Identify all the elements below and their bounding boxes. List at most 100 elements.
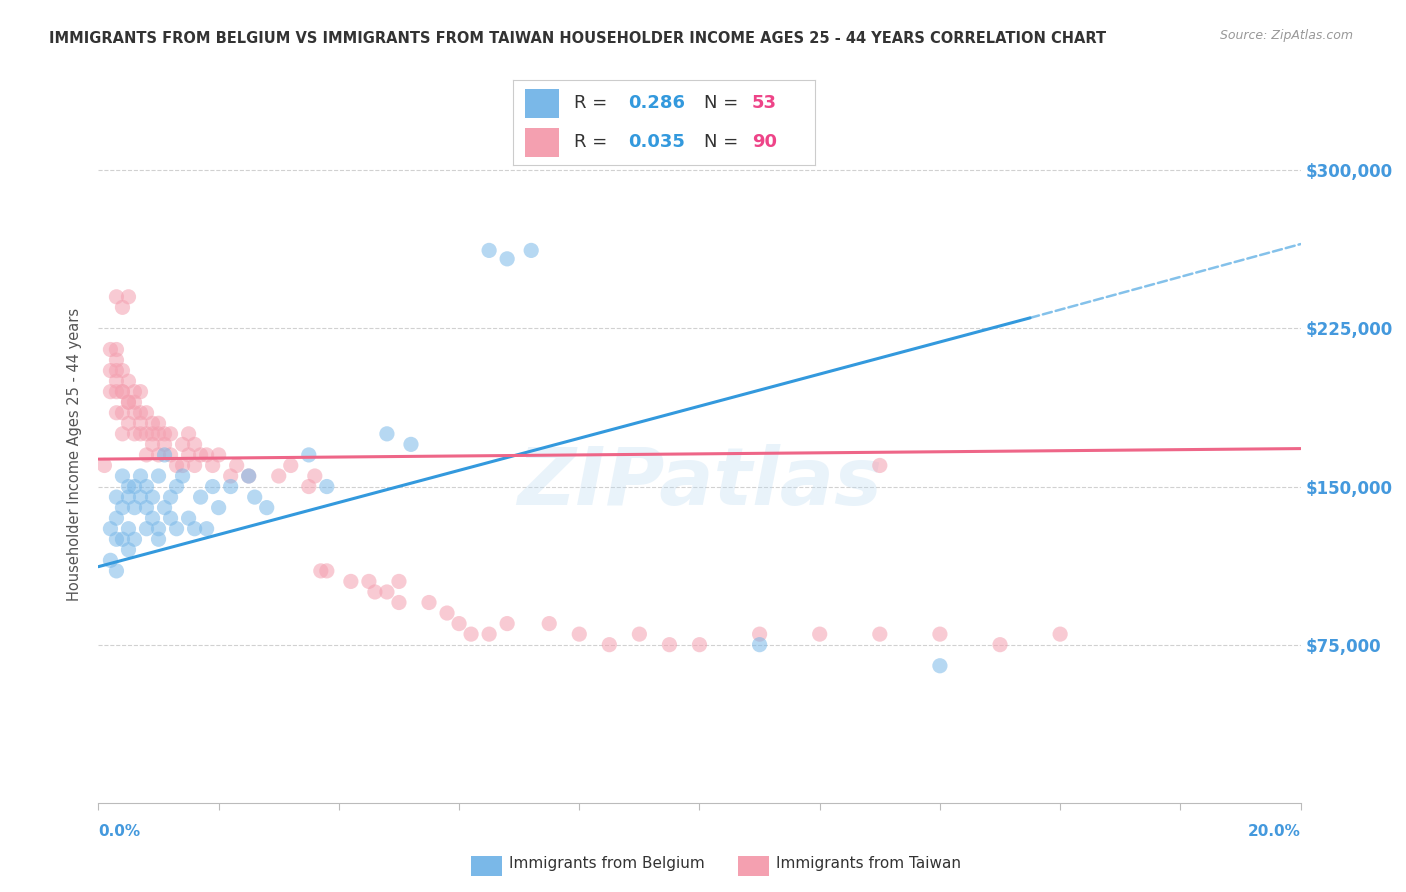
Point <box>243 490 266 504</box>
Point <box>135 500 157 515</box>
Point <box>111 384 134 399</box>
Point <box>100 553 122 567</box>
Point <box>496 252 519 266</box>
Point <box>267 469 290 483</box>
Point <box>375 585 398 599</box>
Point <box>298 448 321 462</box>
Point <box>159 426 181 441</box>
Point <box>153 448 176 462</box>
Point <box>105 343 128 357</box>
Point <box>689 638 711 652</box>
Point <box>100 522 122 536</box>
Point <box>117 395 139 409</box>
Point <box>148 522 170 536</box>
Point <box>375 426 398 441</box>
Point <box>304 469 326 483</box>
Point <box>177 511 200 525</box>
Point <box>748 638 770 652</box>
Point <box>190 448 212 462</box>
Point <box>141 437 163 451</box>
Point <box>135 479 157 493</box>
Point <box>447 616 470 631</box>
Point <box>225 458 247 473</box>
Text: 0.286: 0.286 <box>628 95 685 112</box>
Point <box>1049 627 1071 641</box>
Point <box>159 490 181 504</box>
Point <box>177 426 200 441</box>
Point <box>183 437 205 451</box>
Point <box>208 448 231 462</box>
Point <box>929 627 952 641</box>
Point <box>129 469 152 483</box>
Point <box>153 500 176 515</box>
Point <box>357 574 380 589</box>
Point <box>105 564 128 578</box>
Point <box>129 384 152 399</box>
Point <box>195 522 218 536</box>
Text: Immigrants from Belgium: Immigrants from Belgium <box>509 856 704 871</box>
Bar <box>526 89 558 118</box>
Point <box>172 458 194 473</box>
Point <box>105 363 128 377</box>
Point <box>148 469 170 483</box>
Point <box>148 533 170 547</box>
Point <box>111 533 134 547</box>
Point <box>166 522 188 536</box>
Text: Immigrants from Taiwan: Immigrants from Taiwan <box>776 856 962 871</box>
Point <box>111 301 134 315</box>
Point <box>201 479 224 493</box>
Point <box>238 469 260 483</box>
Point <box>105 406 128 420</box>
Point <box>117 290 139 304</box>
Point <box>388 595 411 609</box>
Point <box>100 343 122 357</box>
Text: N =: N = <box>703 95 744 112</box>
Point <box>129 426 152 441</box>
Point <box>869 458 891 473</box>
Point <box>135 522 157 536</box>
Point <box>166 458 188 473</box>
Point <box>315 479 337 493</box>
Point <box>117 490 139 504</box>
Point <box>388 574 411 589</box>
Text: ZIPatlas: ZIPatlas <box>517 443 882 522</box>
Point <box>105 533 128 547</box>
Point <box>309 564 332 578</box>
Point <box>111 384 134 399</box>
Text: R =: R = <box>574 95 613 112</box>
Point <box>111 363 134 377</box>
Point <box>111 426 134 441</box>
Point <box>117 542 139 557</box>
Point <box>177 448 200 462</box>
Point <box>568 627 591 641</box>
Text: 0.035: 0.035 <box>628 133 685 151</box>
Point <box>219 479 242 493</box>
Point <box>141 490 163 504</box>
Y-axis label: Householder Income Ages 25 - 44 years: Householder Income Ages 25 - 44 years <box>67 309 83 601</box>
Point <box>148 426 170 441</box>
Point <box>141 511 163 525</box>
Point <box>124 533 146 547</box>
Text: N =: N = <box>703 133 744 151</box>
Point <box>105 353 128 368</box>
Point <box>124 426 146 441</box>
Point <box>135 406 157 420</box>
Point <box>117 417 139 431</box>
Point <box>201 458 224 473</box>
Point <box>105 490 128 504</box>
Point <box>315 564 337 578</box>
Point <box>748 627 770 641</box>
Text: 53: 53 <box>752 95 778 112</box>
Point <box>598 638 620 652</box>
Text: 20.0%: 20.0% <box>1247 824 1301 838</box>
Point <box>399 437 422 451</box>
Text: IMMIGRANTS FROM BELGIUM VS IMMIGRANTS FROM TAIWAN HOUSEHOLDER INCOME AGES 25 - 4: IMMIGRANTS FROM BELGIUM VS IMMIGRANTS FR… <box>49 31 1107 46</box>
Point <box>111 469 134 483</box>
Bar <box>526 128 558 157</box>
Point <box>111 500 134 515</box>
Text: Source: ZipAtlas.com: Source: ZipAtlas.com <box>1219 29 1353 42</box>
Point <box>208 500 231 515</box>
Point <box>166 479 188 493</box>
Point <box>364 585 387 599</box>
Point <box>117 395 139 409</box>
